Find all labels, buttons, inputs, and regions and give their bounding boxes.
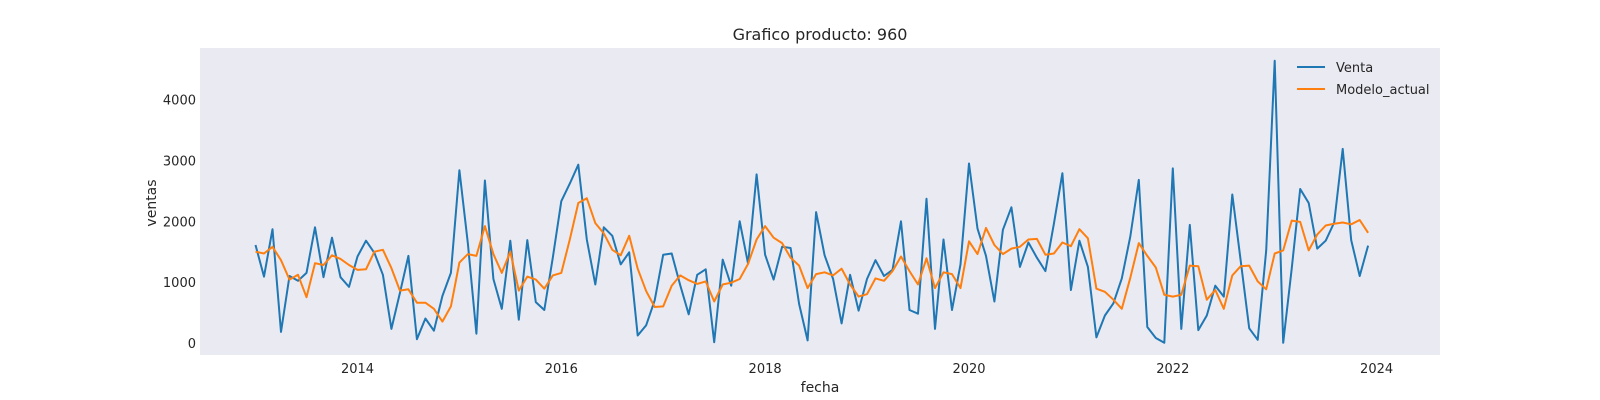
y-axis-label: ventas xyxy=(144,179,160,226)
x-axis-label: fecha xyxy=(801,380,840,396)
y-tick-label: 3000 xyxy=(163,155,196,170)
y-axis-ticks: 0 1000 2000 3000 4000 xyxy=(163,94,196,352)
y-tick-label: 1000 xyxy=(163,276,196,291)
chart-legend: Venta Modelo_actual xyxy=(1297,61,1430,98)
x-tick-label: 2016 xyxy=(545,362,578,377)
series-line-venta xyxy=(254,59,1370,344)
y-tick-label: 2000 xyxy=(163,215,196,230)
x-tick-label: 2022 xyxy=(1156,362,1189,377)
series-line-modelo-actual xyxy=(255,197,1369,323)
y-tick-label: 4000 xyxy=(163,94,196,109)
y-tick-label: 0 xyxy=(188,337,196,352)
series-lines xyxy=(254,59,1370,344)
x-tick-label: 2024 xyxy=(1360,362,1393,377)
legend-label-modelo-actual: Modelo_actual xyxy=(1336,83,1430,98)
plot-background xyxy=(200,48,1440,355)
legend-label-venta: Venta xyxy=(1336,61,1373,76)
x-tick-label: 2020 xyxy=(952,362,985,377)
x-axis-ticks: 2014 2016 2018 2020 2022 2024 xyxy=(341,362,1393,377)
chart-title: Grafico producto: 960 xyxy=(733,25,908,44)
x-tick-label: 2018 xyxy=(749,362,782,377)
x-tick-label: 2014 xyxy=(341,362,374,377)
